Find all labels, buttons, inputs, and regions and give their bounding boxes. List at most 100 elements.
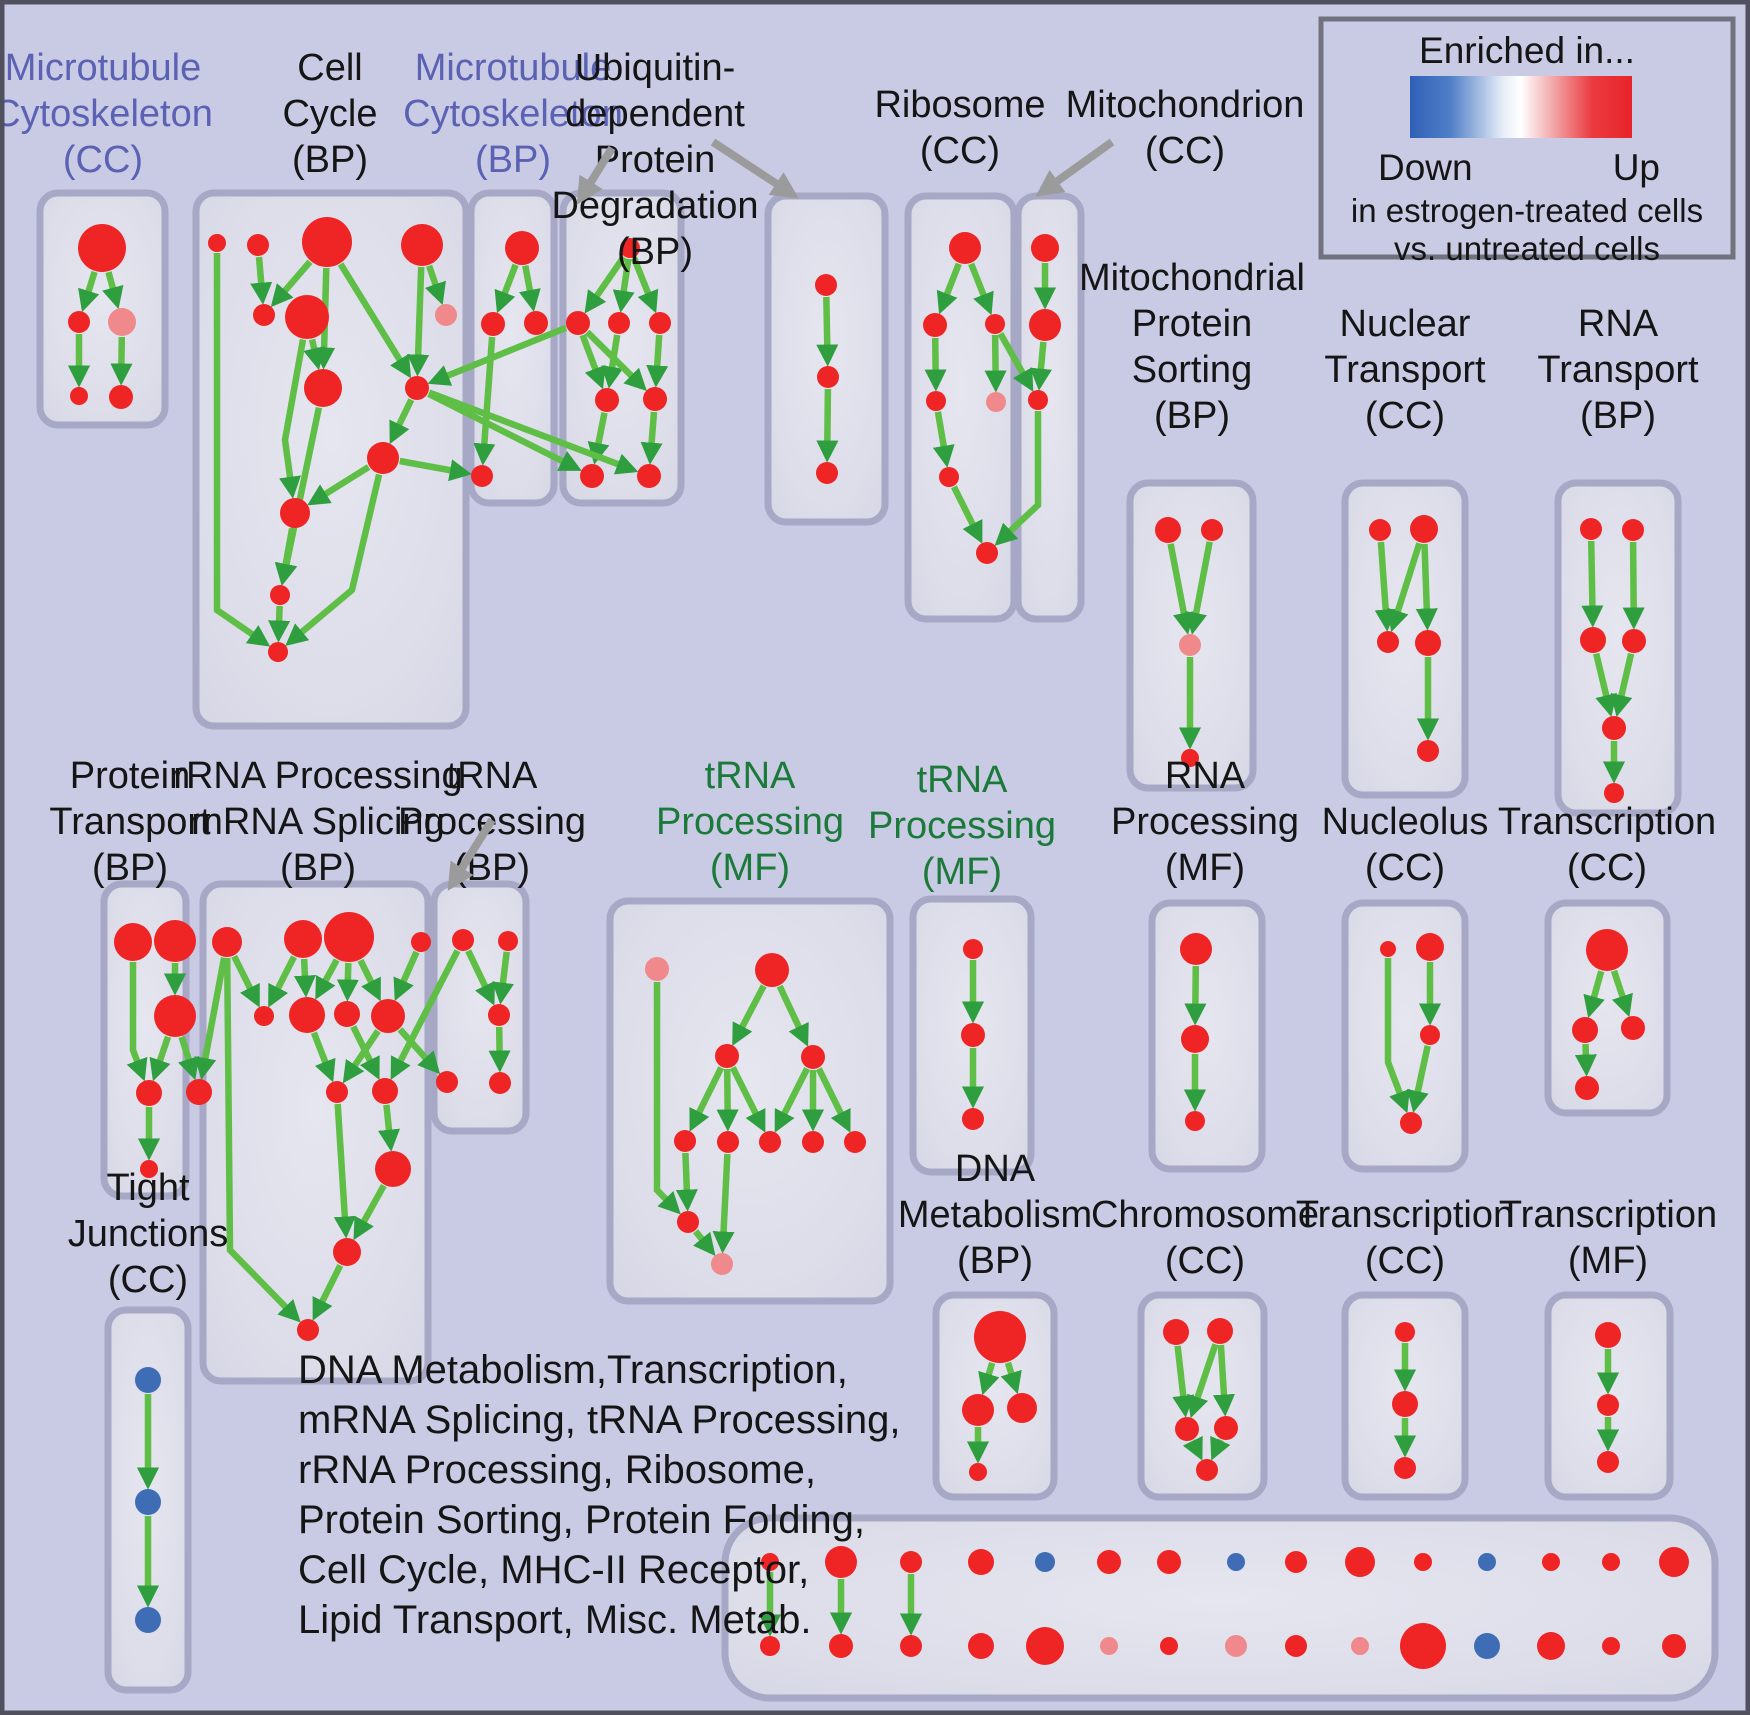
go-term-node-rrna-l0 bbox=[186, 1079, 212, 1105]
edge-rrna-low-v bbox=[353, 1184, 387, 1241]
go-term-node-trna_mf_big-pb bbox=[711, 1253, 733, 1275]
go-term-node-mt_cc-t bbox=[78, 224, 126, 272]
edge-rrna-t1-b bbox=[223, 957, 301, 1323]
go-term-node-bottom_row-b7 bbox=[1160, 1637, 1178, 1655]
go-term-node-bottom_row-t6 bbox=[1097, 1550, 1121, 1574]
go-term-node-cell_cycle-f bbox=[285, 295, 329, 339]
go-term-node-rrna-v bbox=[333, 1238, 361, 1266]
cluster-label-line: (CC) bbox=[920, 130, 1000, 172]
group-box-cell_cycle bbox=[192, 189, 470, 730]
legend-down-label: Down bbox=[1378, 147, 1473, 188]
edge-ribosome-mr-pk bbox=[984, 334, 1007, 393]
cluster-label-line: Processing bbox=[656, 801, 844, 843]
cluster-label-line: (BP) bbox=[92, 847, 168, 889]
go-term-node-transcription_cc_mid-l bbox=[1572, 1017, 1598, 1043]
annotation-arrow-0 bbox=[576, 145, 616, 205]
edge-rna_transport-t1-m1 bbox=[1581, 540, 1604, 628]
cross-edge-0 bbox=[427, 324, 568, 386]
edge-rrna-m2-l1 bbox=[310, 1031, 336, 1083]
edge-nuclear_transport-t2-m2 bbox=[1415, 543, 1438, 631]
cluster-label-5: Mitochondrion (CC) bbox=[1066, 84, 1305, 172]
group-box-rna_transport bbox=[1554, 479, 1682, 817]
go-term-node-protein_transport-l bbox=[136, 1080, 162, 1106]
edge-mito_sort-t2-pk bbox=[1185, 541, 1213, 635]
go-term-node-trna_mf_big-b4 bbox=[802, 1131, 824, 1153]
cluster-label-0: Microtubule Cytoskeleton (CC) bbox=[0, 47, 213, 181]
edge-transcription_cc_mid-t-l bbox=[1583, 970, 1605, 1019]
go-term-node-protein_transport-t1 bbox=[114, 923, 152, 961]
edge-cell_cycle-i-j bbox=[389, 398, 415, 445]
cluster-label-line: Transport bbox=[1324, 349, 1486, 391]
edge-rrna-m4-l1 bbox=[342, 1029, 381, 1084]
cluster-label-line: (BP) bbox=[1154, 395, 1230, 437]
go-term-node-rrna-m3 bbox=[334, 1001, 360, 1027]
go-term-node-trna_mf_big-m2 bbox=[801, 1045, 825, 1069]
edge-trna_mf_big-m2-b3 bbox=[774, 1067, 811, 1133]
edge-rrna-t3-m3 bbox=[336, 962, 359, 1002]
legend-up-label: Up bbox=[1613, 147, 1660, 188]
edge-nucleolus-n1-n4 bbox=[1384, 958, 1410, 1114]
edge-trna_bp-t1-m bbox=[465, 949, 495, 1006]
edge-dna_metab-t-l bbox=[978, 1361, 1000, 1396]
edge-rna_transport-t2-m2 bbox=[1622, 541, 1645, 630]
go-term-node-trna_mf_big-m1 bbox=[715, 1044, 739, 1068]
cluster-label-line: DNA bbox=[955, 1148, 1036, 1190]
cluster-label-10: rRNA Processing mRNA Splicing (BP) bbox=[173, 755, 462, 889]
go-term-node-bottom_row-b6 bbox=[1100, 1637, 1118, 1655]
go-term-node-nucleolus-n2 bbox=[1416, 933, 1444, 961]
edge-cell_cycle-c-e bbox=[270, 259, 313, 308]
go-term-node-nucleolus-n4 bbox=[1400, 1112, 1422, 1134]
go-term-node-bottom_row-t3 bbox=[900, 1551, 922, 1573]
go-term-node-ribosome-ll bbox=[926, 391, 946, 411]
cluster-label-line: (CC) bbox=[1567, 847, 1647, 889]
go-term-node-cell_cycle-i bbox=[405, 376, 429, 400]
cross-edge-6 bbox=[178, 1036, 200, 1081]
go-term-node-rrna-t2 bbox=[284, 920, 322, 958]
go-term-node-bottom_row-b11 bbox=[1400, 1623, 1446, 1669]
cluster-label-line: (BP) bbox=[475, 139, 551, 181]
edge-cell_cycle-j-k bbox=[307, 464, 371, 506]
cluster-label-12: tRNA Processing (MF) bbox=[656, 755, 844, 889]
go-term-node-ribosome-pk bbox=[986, 392, 1006, 412]
edge-trna_bp-m-b2 bbox=[488, 1026, 511, 1073]
cluster-label-line: (CC) bbox=[1365, 847, 1445, 889]
edge-rna_transport-m2-c bbox=[1610, 652, 1635, 717]
cluster-label-line: Protein bbox=[70, 755, 190, 797]
cross-edge-4 bbox=[997, 331, 1034, 392]
group-box-nuclear_transport bbox=[1341, 479, 1469, 799]
go-term-node-rrna-t3 bbox=[324, 912, 374, 962]
go-term-node-bottom_row-b5 bbox=[1026, 1627, 1064, 1665]
edge-chromosome-t1-m1 bbox=[1172, 1345, 1195, 1418]
legend-caption-line2: vs. untreated cells bbox=[1394, 230, 1660, 267]
go-term-node-bottom_row-b2 bbox=[829, 1634, 853, 1658]
cluster-label-line: (CC) bbox=[108, 1259, 188, 1301]
edge-mito-m2-m3 bbox=[1029, 341, 1052, 391]
go-term-node-ubiq_a-l2 bbox=[643, 387, 667, 411]
go-term-node-cell_cycle-j bbox=[367, 442, 399, 474]
edge-rrna-t2-m1 bbox=[268, 955, 297, 1008]
go-term-node-transcription_cc_mid-b bbox=[1575, 1076, 1599, 1100]
edge-rrna-l1-v bbox=[333, 1103, 356, 1239]
go-term-node-dna_metab-r bbox=[1007, 1393, 1037, 1423]
go-term-node-ribosome-t bbox=[949, 232, 981, 264]
edge-ribosome-ml-ll bbox=[924, 337, 947, 392]
cross-edge-7 bbox=[397, 1027, 441, 1075]
cluster-label-line: Processing bbox=[1111, 801, 1299, 843]
cluster-label-line: RNA bbox=[1578, 303, 1659, 345]
go-term-node-trna_bp-t1 bbox=[452, 929, 474, 951]
edge-ribosome-t-ml bbox=[936, 262, 962, 315]
go-term-node-ribosome-m2 bbox=[939, 467, 959, 487]
go-term-node-tight_junctions-n3 bbox=[135, 1607, 161, 1633]
caption-line: DNA Metabolism,Transcription, bbox=[298, 1348, 848, 1392]
go-term-node-rrna-b bbox=[297, 1319, 319, 1341]
go-term-node-ubiq_b-n2 bbox=[817, 366, 839, 388]
go-term-node-bottom_row-t9 bbox=[1285, 1551, 1307, 1573]
cross-edge-3 bbox=[399, 457, 472, 482]
go-term-node-mt_cc-br bbox=[109, 385, 133, 409]
edge-mito_sort-t1-pk bbox=[1167, 543, 1195, 635]
cluster-label-line: Cell bbox=[297, 47, 362, 89]
go-term-node-tight_junctions-n2 bbox=[135, 1489, 161, 1515]
go-term-node-mito-m1 bbox=[1031, 234, 1059, 262]
go-term-node-rna_transport-t1 bbox=[1580, 518, 1602, 540]
